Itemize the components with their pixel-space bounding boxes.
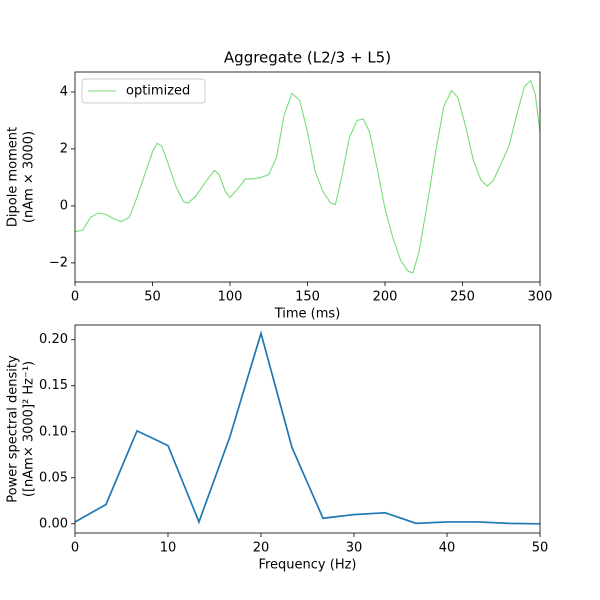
x-tick-label: 20 xyxy=(253,541,270,556)
plot-frame xyxy=(74,71,541,283)
x-tick-label: 50 xyxy=(144,290,161,305)
chart-title: Aggregate (L2/3 + L5) xyxy=(224,49,391,67)
x-tick-label: 300 xyxy=(528,290,553,305)
x-axis-label: Frequency (Hz) xyxy=(258,558,356,573)
legend-label: optimized xyxy=(126,84,190,99)
y-tick-label: 0.10 xyxy=(39,424,68,439)
y-tick-label: 0 xyxy=(60,198,68,213)
series-line xyxy=(74,79,541,274)
x-tick-label: 50 xyxy=(532,541,549,556)
y-tick-label: 0.15 xyxy=(39,378,68,393)
legend-box xyxy=(81,78,206,104)
x-tick-label: 30 xyxy=(346,541,363,556)
y-tick-label: 4 xyxy=(60,84,68,99)
x-tick-label: 0 xyxy=(71,541,79,556)
y-tick-label: −2 xyxy=(49,255,68,270)
y-axis-label: ([nAm× 3000]² Hz⁻¹) xyxy=(22,361,37,497)
y-axis-label: Power spectral density xyxy=(6,355,21,503)
y-tick-label: 0.20 xyxy=(39,332,68,347)
y-tick-label: 2 xyxy=(60,141,68,156)
plot-frame xyxy=(74,324,541,534)
x-tick-label: 250 xyxy=(450,290,475,305)
series-line xyxy=(74,330,541,525)
x-tick-label: 150 xyxy=(295,290,320,305)
y-tick-label: 0.00 xyxy=(39,516,68,531)
x-tick-label: 40 xyxy=(439,541,456,556)
y-tick-label: 0.05 xyxy=(39,470,68,485)
y-axis-label: Dipole moment xyxy=(6,127,21,227)
x-axis-label: Time (ms) xyxy=(274,307,341,322)
x-tick-label: 100 xyxy=(218,290,243,305)
x-tick-label: 10 xyxy=(160,541,177,556)
y-axis-label: (nAm × 3000) xyxy=(22,131,37,223)
x-tick-label: 0 xyxy=(71,290,79,305)
x-tick-label: 200 xyxy=(373,290,398,305)
